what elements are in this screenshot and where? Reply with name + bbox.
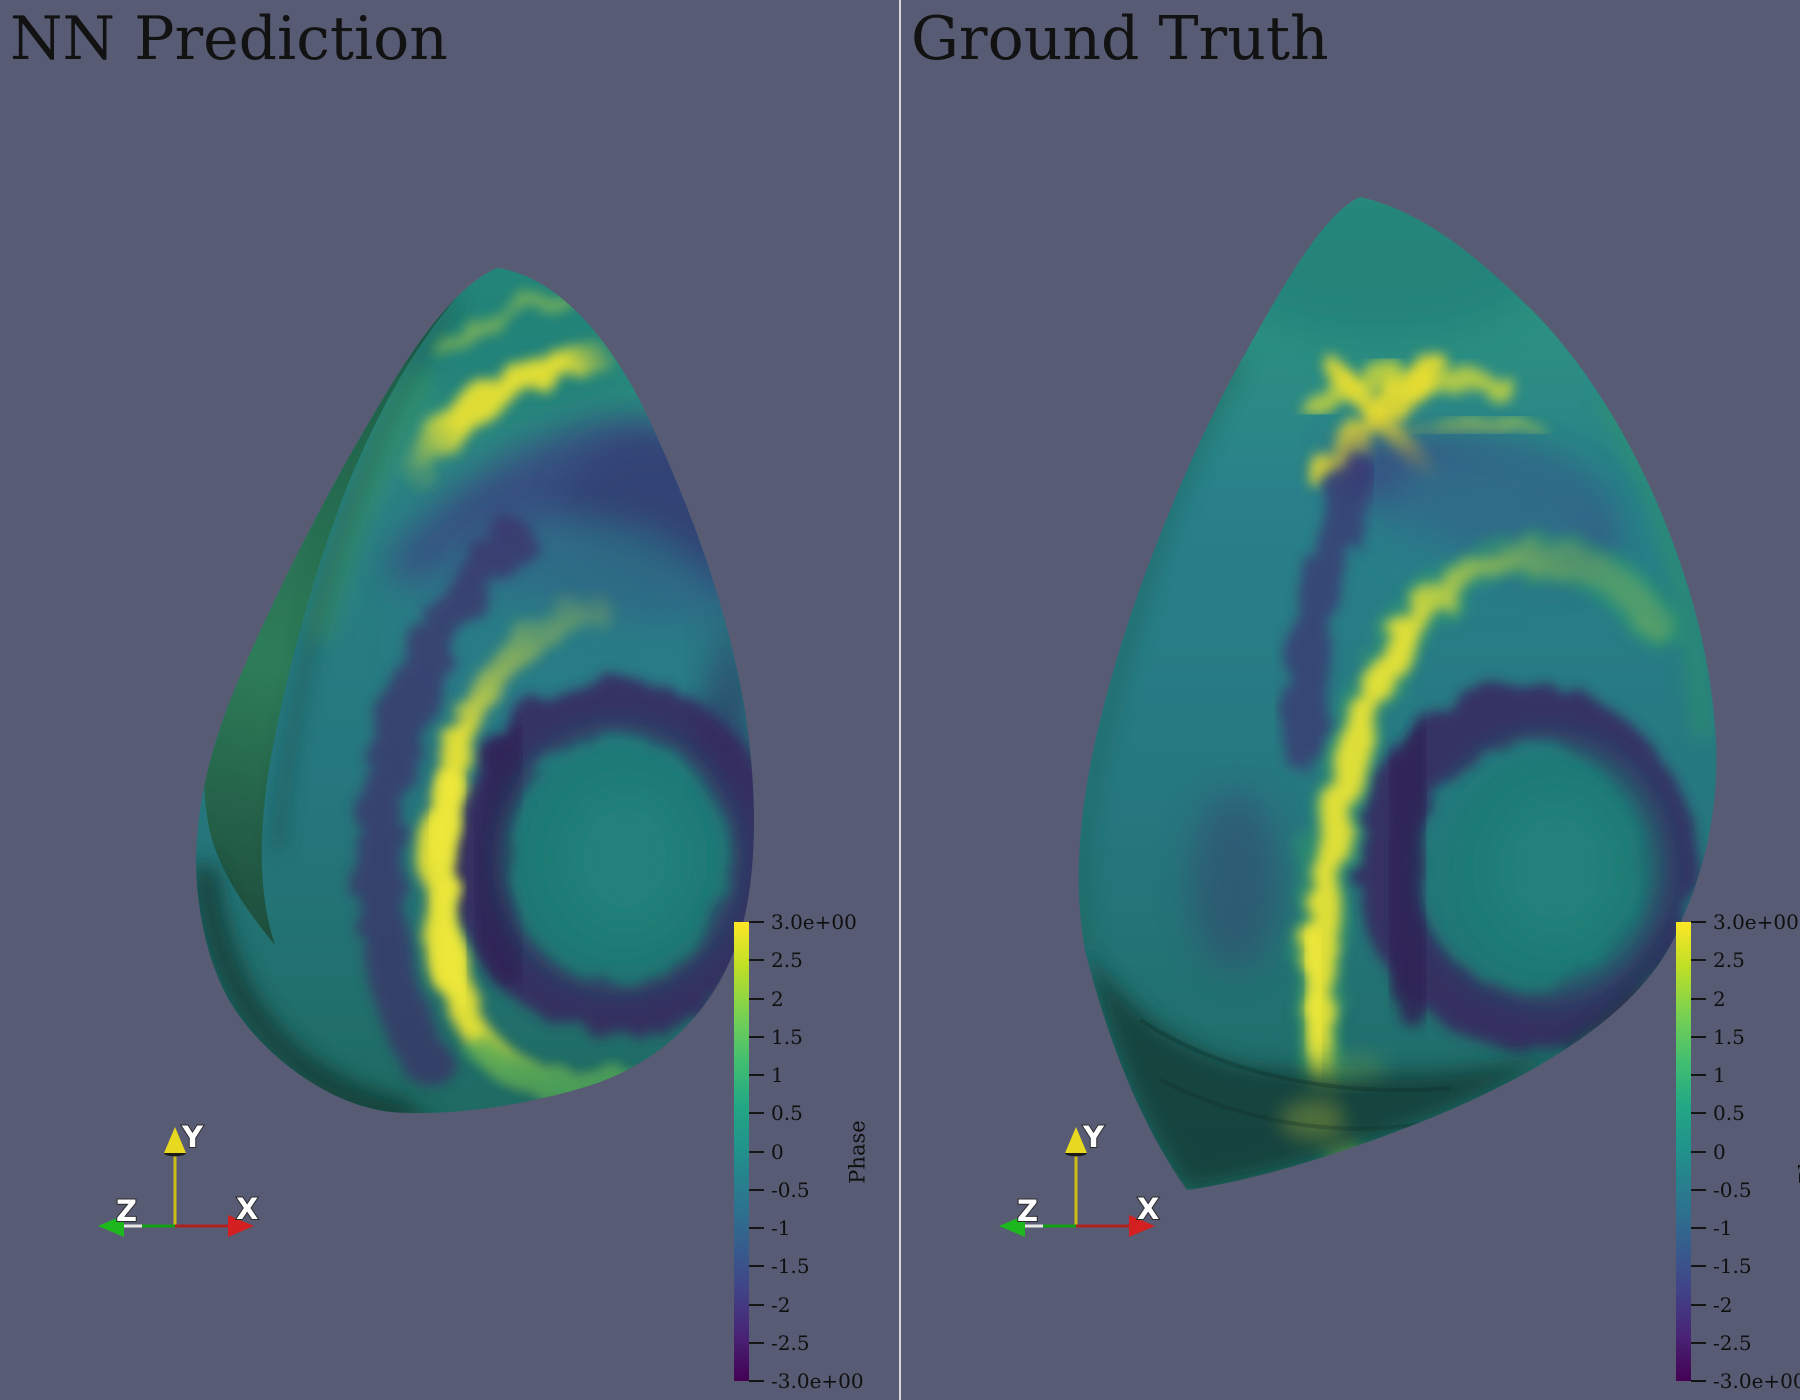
tick-mark (749, 1188, 764, 1191)
z-axis-label: Z (1017, 1194, 1038, 1228)
y-axis-label: Y (1082, 1120, 1105, 1154)
tick-label: -0.5 (1713, 1177, 1752, 1202)
panel-nn-prediction: NN Prediction 3.0e+00 2.5 2 1.5 1 0.5 0 … (0, 0, 899, 1400)
tick-label: -0.5 (771, 1177, 810, 1202)
tick-mark (1691, 1035, 1706, 1038)
z-axis-label: Z (116, 1194, 137, 1228)
tick-label: -3.0e+00 (1713, 1369, 1800, 1393)
tick-mark (1691, 1380, 1706, 1382)
colorbar-gradient (1676, 922, 1691, 1381)
tick-label: 1 (771, 1063, 784, 1087)
tick-label: 0.5 (771, 1101, 803, 1126)
tick-label: 1.5 (1713, 1024, 1745, 1049)
x-axis-label: X (1137, 1192, 1159, 1226)
page-title-prediction: NN Prediction (10, 4, 448, 74)
x-axis-label: X (236, 1192, 258, 1226)
colorbar-gradient (734, 922, 749, 1381)
panel-ground-truth: Ground Truth 3.0e+00 2.5 2 1.5 1 0.5 0 -… (901, 0, 1800, 1400)
y-axis-cone (1065, 1127, 1087, 1153)
tick-label: 0 (771, 1139, 784, 1164)
tick-mark (1691, 959, 1706, 962)
tick-label: -2 (771, 1292, 791, 1317)
tick-mark (749, 1074, 764, 1076)
panel-divider (899, 0, 901, 1400)
mesh-surface-ground-truth[interactable] (1050, 150, 1750, 1230)
tick-mark (1691, 1112, 1706, 1115)
tick-label: -1.5 (1713, 1254, 1752, 1279)
colorbar-title: Phase (845, 1119, 870, 1184)
tick-mark (1691, 997, 1706, 1000)
tick-mark (1691, 921, 1706, 923)
tick-label: -1 (1713, 1216, 1733, 1240)
tick-label: -1 (771, 1216, 791, 1240)
tick-mark (749, 1341, 764, 1344)
colorbar-ticks: 3.0e+00 2.5 2 1.5 1 0.5 0 -0.5 -1 -1.5 -… (749, 912, 864, 1391)
tick-label: 3.0e+00 (1713, 910, 1799, 934)
tick-label: 2 (1713, 986, 1726, 1011)
colorbar-ticks: 3.0e+00 2.5 2 1.5 1 0.5 0 -0.5 -1 -1.5 -… (1691, 912, 1800, 1391)
tick-mark (749, 1303, 764, 1306)
tick-mark (749, 1265, 764, 1268)
tick-mark (749, 1150, 764, 1153)
tick-label: 1 (1713, 1063, 1726, 1087)
x-axis-cone (1129, 1215, 1155, 1237)
tick-mark (1691, 1265, 1706, 1268)
colorbar-ground-truth: 3.0e+00 2.5 2 1.5 1 0.5 0 -0.5 -1 -1.5 -… (1676, 912, 1800, 1391)
tick-mark (1691, 1303, 1706, 1306)
orientation-axes-widget: Y X Z (98, 1119, 259, 1237)
tick-label: -1.5 (771, 1254, 810, 1279)
z-axis-cone (98, 1215, 124, 1237)
colorbar-title: Phase (1795, 1119, 1800, 1184)
tick-mark (749, 1112, 764, 1115)
tick-label: 1.5 (771, 1024, 803, 1049)
page-title-ground-truth: Ground Truth (911, 4, 1329, 74)
tick-mark (749, 1035, 764, 1038)
tick-mark (1691, 1150, 1706, 1153)
colorbar-prediction: 3.0e+00 2.5 2 1.5 1 0.5 0 -0.5 -1 -1.5 -… (734, 912, 899, 1391)
tick-label: 3.0e+00 (771, 910, 857, 934)
tick-label: -3.0e+00 (771, 1369, 864, 1393)
tick-label: 0.5 (1713, 1101, 1745, 1126)
tick-mark (1691, 1341, 1706, 1344)
tick-label: 0 (1713, 1139, 1726, 1164)
mesh-viewport-ground-truth[interactable] (901, 0, 1800, 1400)
tick-mark (749, 1380, 764, 1382)
tick-mark (749, 921, 764, 923)
tick-label: -2.5 (771, 1330, 810, 1355)
orientation-axes-widget: Y X Z (999, 1119, 1160, 1237)
x-axis-cone (228, 1215, 254, 1237)
tick-mark (749, 997, 764, 1000)
tick-label: -2.5 (1713, 1330, 1752, 1355)
tick-mark (749, 1227, 764, 1229)
tick-label: 2.5 (771, 948, 803, 973)
tick-mark (1691, 1227, 1706, 1229)
y-axis-cone (164, 1127, 186, 1153)
tick-label: 2 (771, 986, 784, 1011)
z-axis-cone (999, 1215, 1025, 1237)
mesh-viewport-prediction[interactable] (0, 0, 899, 1400)
tick-mark (1691, 1188, 1706, 1191)
tick-mark (1691, 1074, 1706, 1076)
y-axis-label: Y (181, 1120, 204, 1154)
mesh-surface-prediction[interactable] (150, 220, 810, 1170)
tick-mark (749, 959, 764, 962)
tick-label: -2 (1713, 1292, 1733, 1317)
tick-label: 2.5 (1713, 948, 1745, 973)
